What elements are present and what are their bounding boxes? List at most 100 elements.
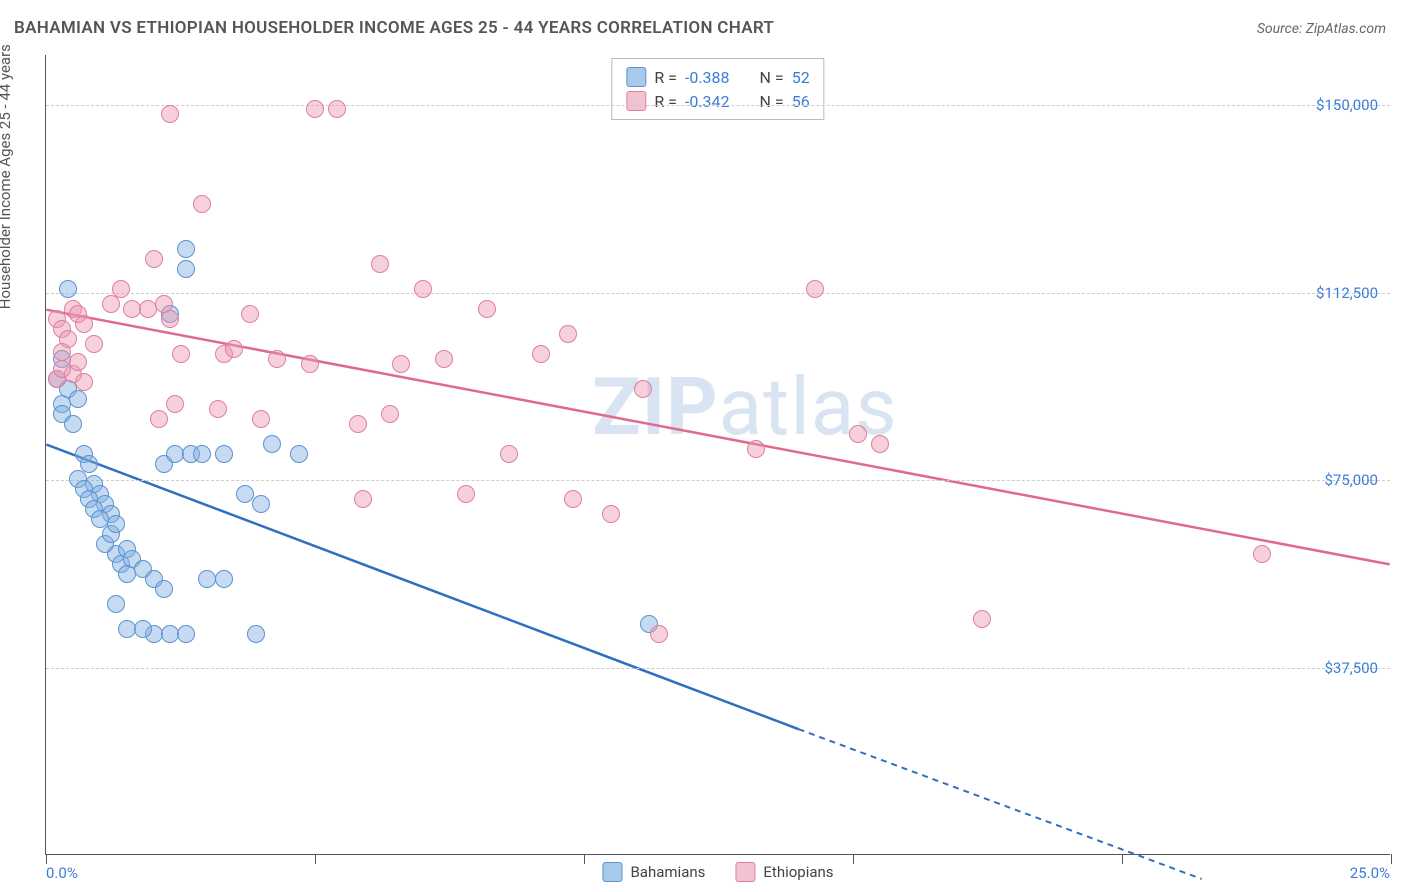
data-point — [193, 445, 211, 463]
stat-r-label: R = — [654, 92, 677, 111]
data-point — [559, 325, 577, 343]
data-point — [177, 260, 195, 278]
data-point — [747, 440, 765, 458]
data-point — [91, 510, 109, 528]
data-point — [435, 350, 453, 368]
data-point — [252, 410, 270, 428]
source-label: Source: ZipAtlas.com — [1257, 21, 1386, 37]
data-point — [500, 445, 518, 463]
data-point — [349, 415, 367, 433]
x-tick — [1122, 854, 1123, 864]
data-point — [478, 300, 496, 318]
x-axis-max-label: 25.0% — [1350, 864, 1390, 882]
x-axis-min-label: 0.0% — [46, 864, 78, 882]
data-point — [457, 485, 475, 503]
x-tick — [1391, 854, 1392, 864]
data-point — [215, 445, 233, 463]
data-point — [241, 305, 259, 323]
stat-legend-row: R = -0.342 N = 56 — [626, 89, 809, 113]
stat-legend: R = -0.388 N = 52 R = -0.342 N = 56 — [611, 58, 824, 120]
data-point — [328, 100, 346, 118]
data-point — [161, 310, 179, 328]
data-point — [75, 315, 93, 333]
data-point — [268, 350, 286, 368]
data-point — [69, 390, 87, 408]
series-legend: Bahamians Ethiopians — [602, 862, 833, 882]
data-point — [381, 405, 399, 423]
stat-r-label: R = — [654, 68, 677, 87]
data-point — [871, 435, 889, 453]
data-point — [112, 280, 130, 298]
data-point — [177, 625, 195, 643]
y-tick-label: $112,500 — [1316, 284, 1378, 302]
data-point — [306, 100, 324, 118]
data-point — [392, 355, 410, 373]
data-point — [225, 340, 243, 358]
data-point — [414, 280, 432, 298]
plot-area: ZIPatlas R = -0.388N = 52R = -0.342N = 5… — [45, 55, 1390, 855]
stat-r-value: -0.388 — [685, 68, 730, 87]
data-point — [252, 495, 270, 513]
legend-swatch-icon — [626, 91, 646, 111]
data-point — [145, 250, 163, 268]
data-point — [290, 445, 308, 463]
grid-line — [46, 480, 1390, 481]
grid-line — [46, 105, 1390, 106]
legend-swatch-icon — [602, 862, 622, 882]
data-point — [263, 435, 281, 453]
trend-lines — [46, 55, 1390, 854]
data-point — [564, 490, 582, 508]
y-tick-label: $37,500 — [1324, 659, 1378, 677]
data-point — [602, 505, 620, 523]
data-point — [172, 345, 190, 363]
grid-line — [46, 668, 1390, 669]
data-point — [1253, 545, 1271, 563]
legend-swatch-icon — [735, 862, 755, 882]
data-point — [650, 625, 668, 643]
chart-title: BAHAMIAN VS ETHIOPIAN HOUSEHOLDER INCOME… — [14, 18, 774, 38]
data-point — [634, 380, 652, 398]
y-tick-label: $75,000 — [1324, 471, 1378, 489]
data-point — [177, 240, 195, 258]
series-legend-item: Ethiopians — [735, 862, 833, 882]
data-point — [354, 490, 372, 508]
data-point — [59, 280, 77, 298]
stat-n-label: N = — [760, 68, 784, 87]
data-point — [371, 255, 389, 273]
series-legend-label: Ethiopians — [763, 863, 833, 881]
stat-n-value: 56 — [792, 92, 810, 111]
data-point — [166, 395, 184, 413]
data-point — [155, 580, 173, 598]
stat-n-label: N = — [760, 92, 784, 111]
data-point — [532, 345, 550, 363]
stat-r-value: -0.342 — [685, 92, 730, 111]
y-tick-label: $150,000 — [1316, 96, 1378, 114]
x-tick — [584, 854, 585, 864]
series-legend-item: Bahamians — [602, 862, 705, 882]
data-point — [134, 620, 152, 638]
data-point — [53, 343, 71, 361]
data-point — [150, 410, 168, 428]
stat-legend-row: R = -0.388 N = 52 — [626, 65, 809, 89]
data-point — [973, 610, 991, 628]
legend-swatch-icon — [626, 67, 646, 87]
data-point — [209, 400, 227, 418]
data-point — [247, 625, 265, 643]
data-point — [53, 360, 71, 378]
stat-n-value: 52 — [792, 68, 810, 87]
data-point — [193, 195, 211, 213]
data-point — [107, 515, 125, 533]
data-point — [161, 105, 179, 123]
y-axis-label: Householder Income Ages 25 - 44 years — [0, 44, 14, 309]
data-point — [301, 355, 319, 373]
data-point — [85, 335, 103, 353]
data-point — [102, 295, 120, 313]
x-tick — [315, 854, 316, 864]
x-tick — [853, 854, 854, 864]
data-point — [69, 353, 87, 371]
data-point — [75, 373, 93, 391]
data-point — [107, 595, 125, 613]
data-point — [236, 485, 254, 503]
x-tick — [46, 854, 47, 864]
data-point — [215, 570, 233, 588]
